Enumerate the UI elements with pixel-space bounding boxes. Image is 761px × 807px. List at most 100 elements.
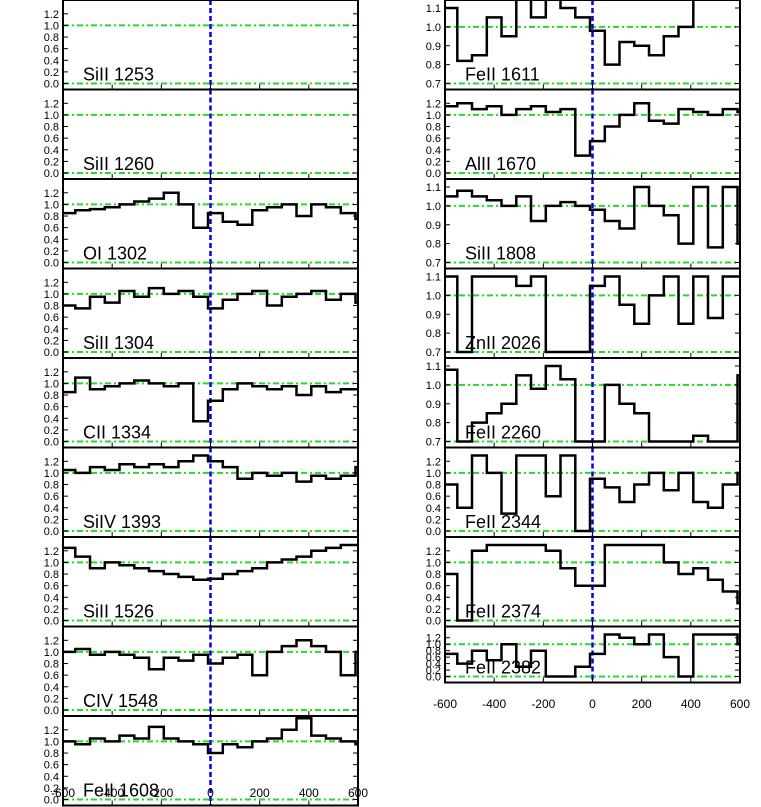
y-tick-label: 0.4: [44, 55, 59, 67]
y-tick-label: 0.2: [426, 604, 441, 616]
x-tick-label: 400: [299, 786, 319, 800]
y-tick-label: 0.6: [44, 44, 59, 56]
x-tick-label: -200: [149, 786, 173, 800]
y-tick-label: 0.2: [44, 425, 59, 437]
ion-label: FeII 2260: [465, 423, 541, 443]
y-tick-label: 1.0: [426, 468, 441, 480]
y-tick-label: 0.8: [44, 659, 59, 671]
y-tick-label: 0.6: [426, 652, 441, 664]
y-tick-label: 1.1: [426, 272, 441, 284]
y-tick-label: 1.2: [44, 456, 59, 468]
y-tick-label: 0.6: [44, 491, 59, 503]
panel-siii-1304: 0.00.20.40.60.81.01.2 SiII 1304: [44, 267, 359, 359]
panel-feii-2382: 0.00.20.40.60.81.01.2 FeII 2382: [426, 625, 741, 684]
ion-label: FeII 2374: [465, 602, 541, 622]
y-tick-label: 0.2: [44, 156, 59, 168]
y-tick-label: 1.0: [426, 380, 441, 392]
y-tick-label: 0.6: [44, 223, 59, 235]
x-tick-label: -400: [100, 786, 124, 800]
y-tick-label: 0.0: [426, 526, 441, 538]
ion-label: SiII 1253: [83, 65, 154, 85]
y-tick-label: 0.4: [44, 324, 59, 336]
y-tick-label: 1.0: [44, 468, 59, 480]
y-tick-label: 0.6: [44, 312, 59, 324]
y-tick-label: 0.8: [426, 239, 441, 251]
y-tick-label: 1.0: [426, 290, 441, 302]
flux-series: [445, 102, 740, 157]
flux-series: [63, 543, 358, 582]
y-tick-label: 0.0: [44, 616, 59, 628]
panel-cii-1334: 0.00.20.40.60.81.01.2 CII 1334: [44, 357, 359, 449]
y-tick-label: 0.8: [44, 301, 59, 313]
panel-siii-1253: 0.00.20.40.60.81.01.2 SiII 1253: [44, 0, 359, 91]
panel-feii-2344: 0.00.20.40.60.81.01.2 FeII 2344: [426, 446, 741, 538]
y-tick-label: 0.9: [426, 309, 441, 321]
y-tick-label: 0.8: [44, 211, 59, 223]
y-tick-label: 0.2: [44, 246, 59, 258]
y-tick-label: 0.4: [426, 592, 441, 604]
x-tick-label: -200: [531, 697, 555, 711]
y-tick-label: 0.6: [44, 581, 59, 593]
y-tick-label: 1.2: [44, 546, 59, 558]
y-tick-label: 0.2: [44, 693, 59, 705]
ion-label: FeII 1611: [465, 65, 540, 85]
x-tick-label: 400: [681, 697, 701, 711]
y-tick-label: 1.0: [426, 639, 441, 651]
y-tick-label: 0.6: [44, 133, 59, 145]
y-tick-label: 0.6: [426, 491, 441, 503]
y-tick-label: 1.0: [44, 736, 59, 748]
y-tick-label: 0.2: [44, 514, 59, 526]
y-tick-label: 1.0: [426, 201, 441, 213]
ion-label: SiII 1260: [83, 154, 154, 174]
flux-series: [63, 639, 358, 677]
ion-label: SiIV 1393: [83, 512, 161, 532]
y-tick-label: 0.4: [44, 145, 59, 157]
ion-label: FeII 1608: [83, 781, 159, 801]
ion-label: FeII 2344: [465, 512, 541, 532]
panel-znii-2026: 0.7 0.8 0.9 1.0 1.1 ZnII 2026: [426, 267, 741, 359]
panel-civ-1548: 0.00.20.40.60.81.01.2 CIV 1548: [44, 625, 359, 717]
y-tick-label: 1.0: [44, 378, 59, 390]
y-tick-label: 1.2: [426, 456, 441, 468]
y-tick-label: 0.4: [426, 659, 441, 671]
y-tick-label: 1.2: [44, 188, 59, 200]
y-tick-label: 0.8: [44, 480, 59, 492]
y-tick-label: 1.2: [426, 546, 441, 558]
y-tick-label: 1.2: [426, 633, 441, 645]
y-tick-label: 0.2: [426, 156, 441, 168]
panel-feii-2260: 0.7 0.8 0.9 1.0 1.1 FeII 2260: [426, 357, 741, 449]
flux-series: [445, 275, 740, 354]
panel-siii-1260: 0.00.20.40.60.81.01.2 SiII 1260: [44, 88, 359, 180]
y-tick-label: 0.4: [44, 592, 59, 604]
panel-oi-1302: 0.00.20.40.60.81.01.2 OI 1302: [44, 178, 359, 270]
ion-label: ZnII 2026: [465, 333, 541, 353]
y-tick-label: 0.0: [426, 672, 441, 684]
y-tick-label: 0.0: [426, 168, 441, 180]
x-tick-label: -600: [433, 697, 457, 711]
flux-series: [445, 0, 695, 66]
y-tick-label: 1.2: [44, 98, 59, 110]
x-tick-label: 600: [730, 697, 750, 711]
x-tick-label: 0: [207, 786, 214, 800]
ion-label: SiII 1808: [465, 244, 536, 264]
panel-alii-1670: 0.00.20.40.60.81.01.2 AlII 1670: [426, 88, 741, 180]
flux-series: [445, 633, 740, 678]
y-tick-label: 0.8: [426, 418, 441, 430]
y-tick-label: 1.0: [426, 557, 441, 569]
y-tick-label: 0.8: [426, 646, 441, 658]
y-tick-label: 0.0: [44, 79, 59, 91]
y-tick-label: 1.0: [44, 647, 59, 659]
x-tick-label: 600: [348, 786, 368, 800]
y-tick-label: 0.6: [426, 581, 441, 593]
y-tick-label: 0.2: [44, 783, 59, 795]
y-tick-label: 1.0: [44, 20, 59, 32]
y-tick-label: 0.4: [426, 503, 441, 515]
y-tick-label: 0.8: [426, 569, 441, 581]
x-tick-label: 200: [632, 697, 652, 711]
y-tick-label: 1.1: [426, 182, 441, 194]
flux-series: [63, 454, 358, 483]
y-tick-label: 0.0: [44, 168, 59, 180]
y-tick-label: 0.8: [426, 480, 441, 492]
y-tick-label: 0.6: [44, 402, 59, 414]
